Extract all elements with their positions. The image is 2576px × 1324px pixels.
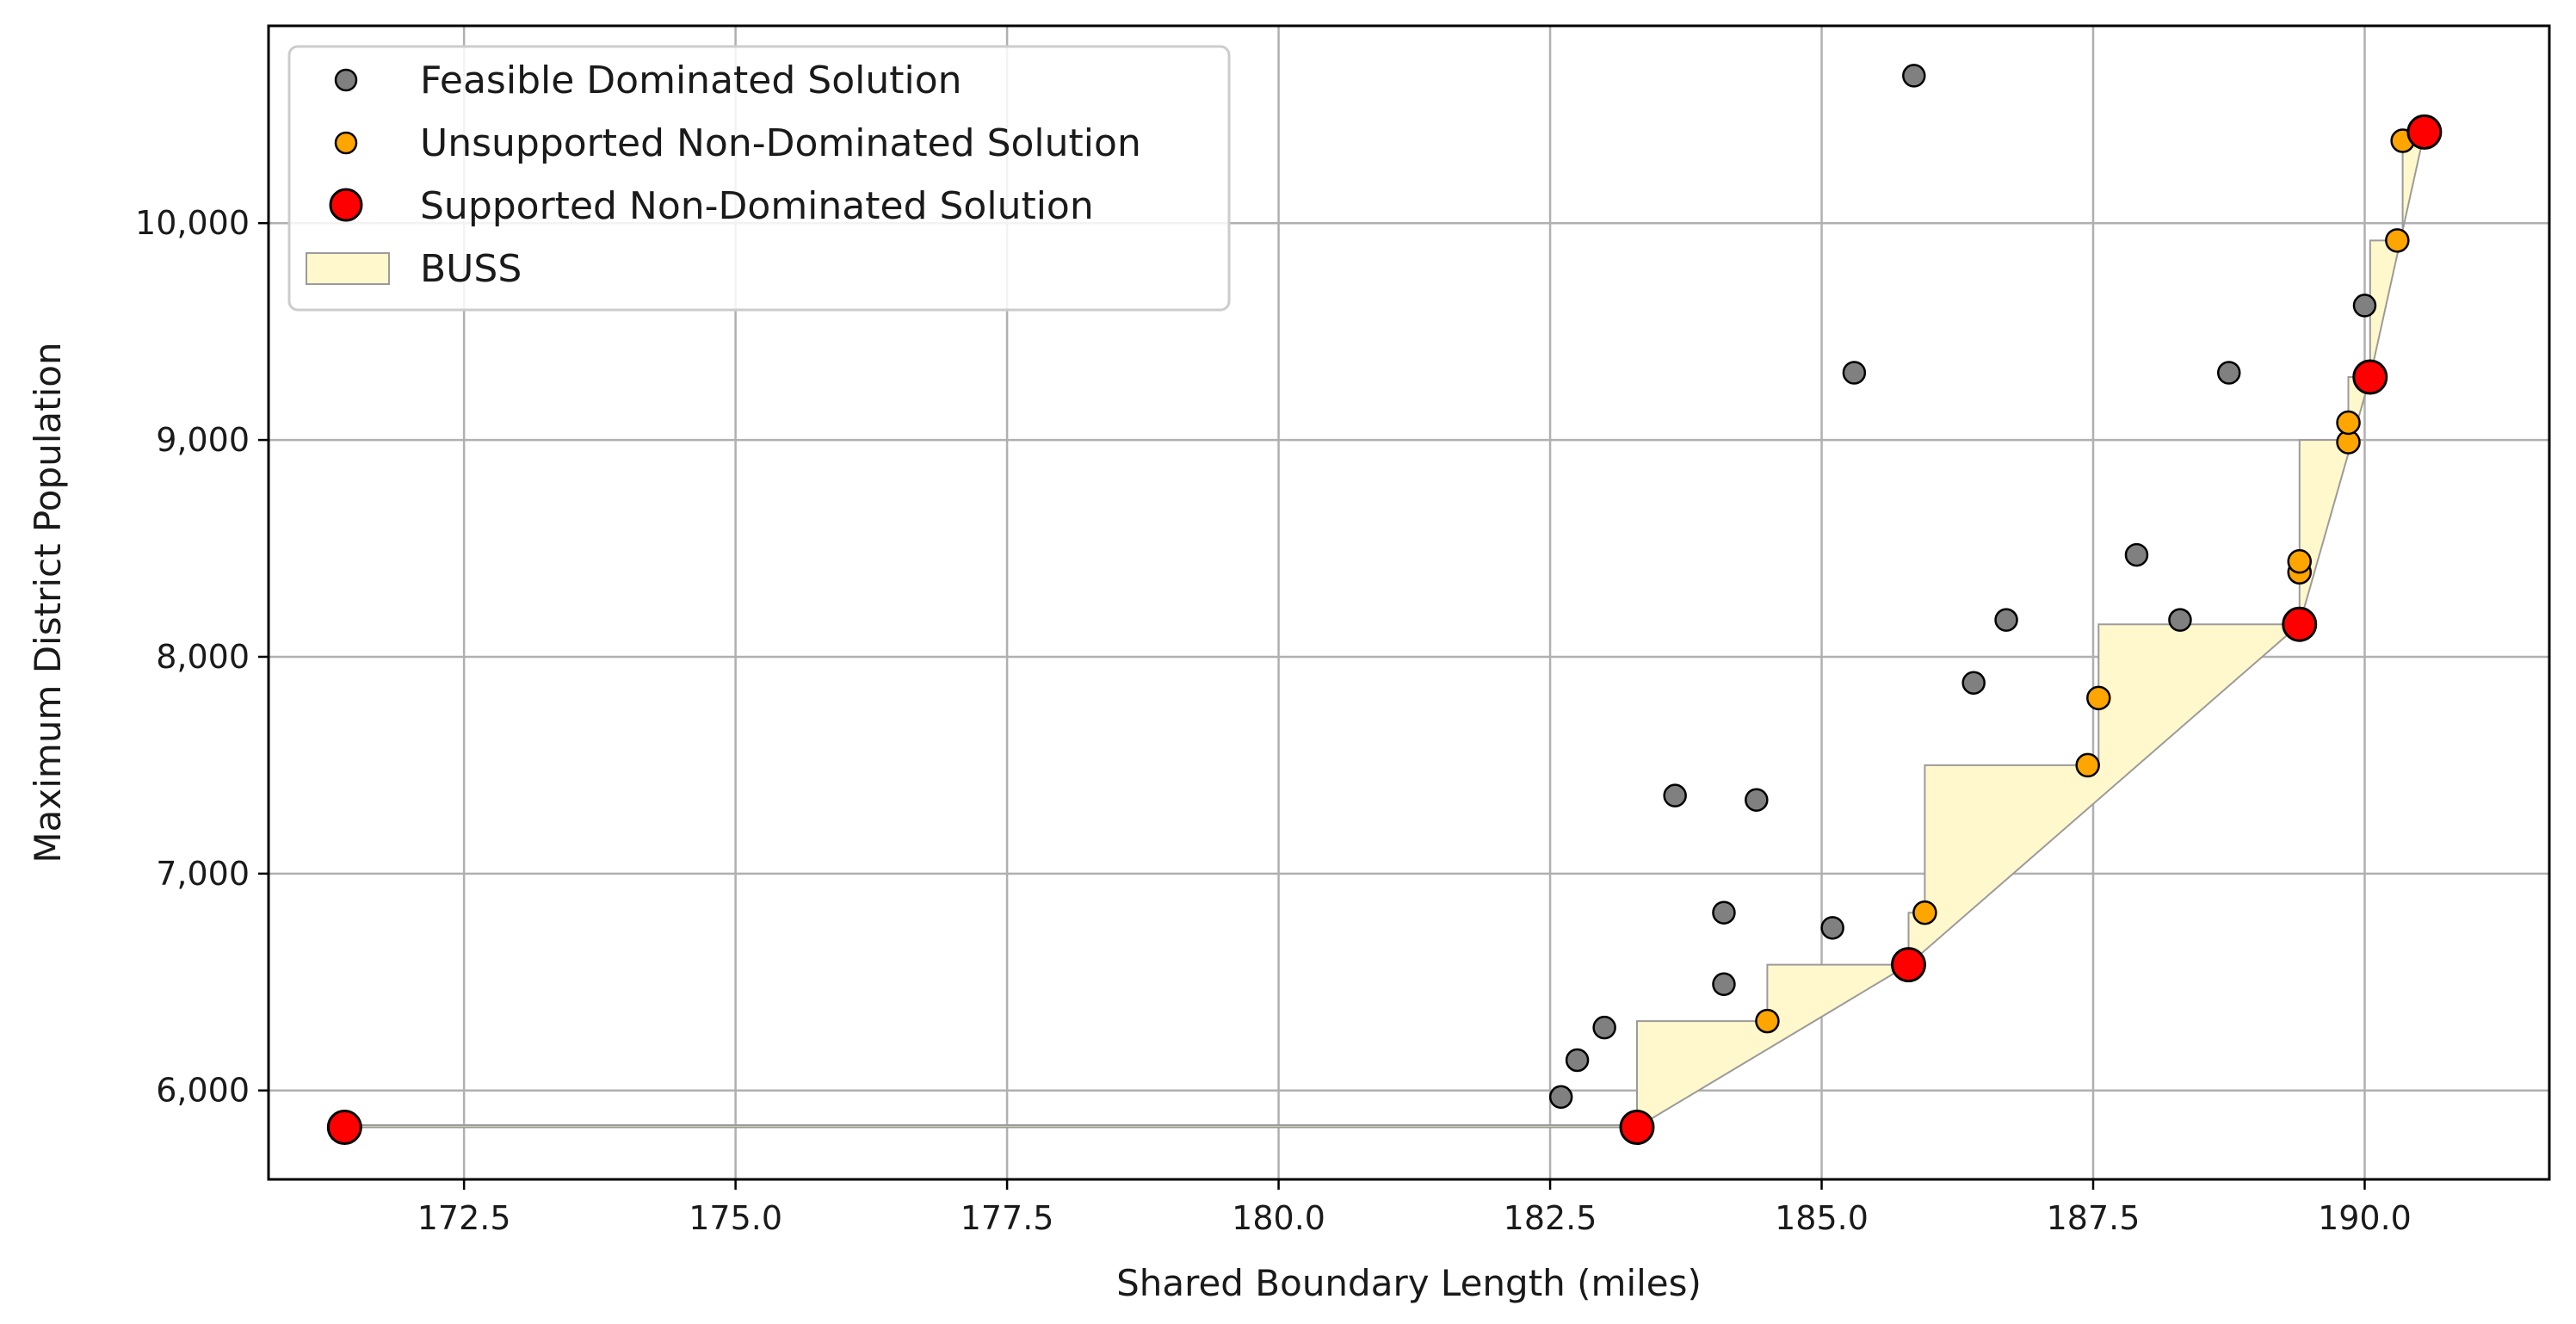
x-tick-label-7: 190.0 — [2318, 1199, 2412, 1237]
feasible-point-2 — [1592, 1015, 1616, 1040]
supported-point-3 — [2282, 606, 2318, 642]
x-tick-label-0: 172.5 — [417, 1199, 511, 1237]
feasible-point-13 — [2168, 608, 2192, 632]
feasible-point-11 — [1994, 608, 2018, 632]
unsupported-point-8 — [2385, 228, 2410, 253]
feasible-point-9 — [1902, 64, 1926, 88]
feasible-point-5 — [1712, 972, 1736, 997]
feasible-point-10 — [1961, 671, 1986, 695]
feasible-point-1 — [1565, 1048, 1590, 1073]
legend-supported-label: Supported Non-Dominated Solution — [420, 184, 1094, 228]
y-axis-ticks: 6,000 7,000 8,000 9,000 10,000 — [135, 204, 269, 1110]
y-tick-label-0: 6,000 — [156, 1072, 250, 1110]
y-tick-label-1: 7,000 — [156, 855, 250, 893]
supported-point-4 — [2352, 359, 2388, 395]
legend-box — [287, 45, 1231, 312]
x-tick-label-5: 185.0 — [1775, 1199, 1869, 1237]
unsupported-point-2 — [2075, 752, 2100, 778]
legend-unsupported-label: Unsupported Non-Dominated Solution — [420, 121, 1141, 165]
unsupported-point-7 — [2336, 410, 2361, 436]
supported-point-0 — [326, 1110, 362, 1146]
supported-point-5 — [2406, 114, 2443, 150]
unsupported-point-1 — [1912, 900, 1937, 925]
x-tick-label-6: 187.5 — [2047, 1199, 2140, 1237]
legend-buss-label: BUSS — [420, 247, 522, 291]
plot-frame — [267, 24, 2551, 1181]
feasible-point-14 — [2216, 361, 2241, 385]
supported-point-1 — [1619, 1110, 1655, 1146]
legend-buss-patch — [306, 252, 390, 285]
x-tick-label-1: 175.0 — [689, 1199, 782, 1237]
unsupported-point-5 — [2287, 548, 2313, 574]
feasible-point-15 — [2352, 294, 2377, 318]
legend: Feasible Dominated Solution Unsupported … — [287, 45, 1231, 312]
x-tick-label-3: 180.0 — [1232, 1199, 1325, 1237]
feasible-point-8 — [1842, 361, 1867, 385]
x-tick-label-4: 182.5 — [1504, 1199, 1597, 1237]
legend-feasible-label: Feasible Dominated Solution — [420, 59, 962, 102]
y-axis-label: Maximum District Population — [27, 342, 69, 863]
buss-region — [343, 131, 2426, 1129]
y-tick-label-2: 8,000 — [156, 638, 250, 676]
feasible-point-6 — [1745, 788, 1769, 812]
feasible-point-12 — [2124, 542, 2149, 567]
y-tick-label-3: 9,000 — [156, 421, 250, 459]
x-axis-label: Shared Boundary Length (miles) — [1116, 1262, 1702, 1304]
x-axis-ticks: 172.5 175.0 177.5 180.0 182.5 185.0 187.5 190.0 — [417, 1179, 2412, 1237]
buss-region-group — [343, 131, 2426, 1129]
legend-supported-marker — [329, 188, 363, 222]
feasible-point-4 — [1712, 900, 1736, 925]
x-tick-label-2: 177.5 — [961, 1199, 1054, 1237]
feasible-point-3 — [1663, 783, 1687, 807]
feasible-point-7 — [1820, 916, 1844, 940]
y-tick-label-4: 10,000 — [135, 204, 250, 242]
legend-feasible-marker — [334, 68, 358, 92]
legend-unsupported-marker — [334, 131, 358, 155]
unsupported-point-3 — [2086, 685, 2111, 711]
feasible-point-0 — [1548, 1085, 1573, 1110]
data-points-group — [326, 64, 2443, 1146]
supported-point-2 — [1890, 947, 1926, 983]
unsupported-point-0 — [1755, 1008, 1780, 1034]
